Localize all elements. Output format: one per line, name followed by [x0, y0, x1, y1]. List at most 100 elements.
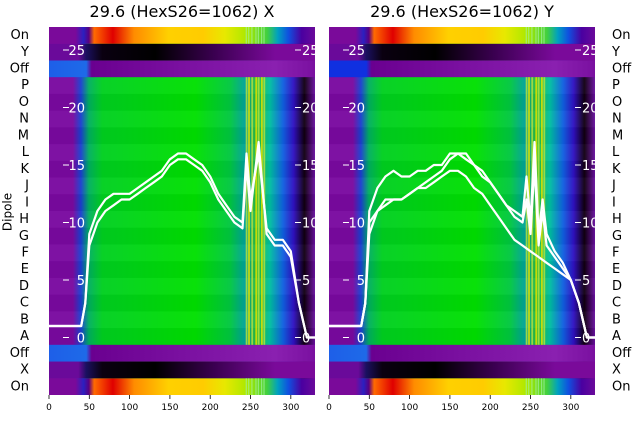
x-tick-label: 150: [161, 403, 178, 413]
heatmap-streak: [251, 77, 254, 345]
heatmap-streak: [543, 378, 545, 395]
heatmap-streak: [257, 378, 259, 395]
heatmap-row-band: [329, 344, 595, 362]
row-label: Off: [10, 61, 30, 76]
heatmap-row-band: [49, 194, 315, 211]
row-label: G: [612, 229, 622, 244]
chart-title: 29.6 (HexS26=1062) Y: [370, 2, 554, 21]
heatmap-row-band: [49, 94, 315, 111]
heatmap-streak: [245, 27, 247, 44]
overlay-ytick-label: 15: [68, 159, 85, 174]
heatmap-streak: [525, 27, 527, 44]
heatmap-row-band: [329, 295, 595, 312]
row-label: N: [612, 112, 622, 127]
x-tick-label: 50: [84, 403, 96, 413]
heatmap-row-band: [49, 378, 315, 395]
overlay-ytick-label: 5: [357, 274, 365, 289]
heatmap-panel-x: 29.6 (HexS26=1062) XOnXOffABCDEFGHIJKLMN…: [0, 2, 318, 413]
heatmap-row-band: [329, 178, 595, 195]
heatmap-streak: [525, 378, 527, 395]
heatmap-row-band: [49, 361, 315, 379]
row-label: D: [19, 279, 29, 294]
heatmap-row-band: [329, 278, 595, 295]
x-tick-label: 100: [121, 403, 138, 413]
row-label: B: [612, 312, 621, 327]
row-label: K: [612, 162, 621, 177]
row-label: E: [612, 262, 620, 277]
heatmap-streak: [260, 378, 263, 395]
heatmap-row-band: [49, 344, 315, 362]
overlay-ytick-label: 25: [68, 44, 85, 59]
heatmap-streak: [260, 77, 263, 345]
heatmap-streak: [248, 77, 250, 345]
heatmap-row-band: [329, 161, 595, 178]
row-label: A: [612, 329, 621, 344]
heatmap-row-band: [329, 43, 595, 61]
overlay-line: [49, 140, 315, 339]
overlay-ytick-label: 10: [68, 217, 85, 232]
heatmap-streak: [263, 378, 265, 395]
heatmap-streak: [245, 378, 247, 395]
heatmap-streak: [528, 27, 530, 44]
overlay-ytick-label: 20: [68, 102, 85, 117]
overlay-ytick-label: 15: [582, 159, 599, 174]
heatmap-streak: [255, 77, 258, 345]
heatmap-streak: [257, 77, 260, 345]
row-label: Off: [612, 61, 632, 76]
heatmap-row-band: [49, 161, 315, 178]
x-tick-label: 50: [364, 403, 376, 413]
row-label: Off: [10, 346, 30, 361]
overlay-ytick-label: 25: [302, 44, 319, 59]
overlay-line: [329, 152, 595, 339]
heatmap-streak: [531, 27, 533, 44]
heatmap-body: [49, 27, 315, 395]
overlay-ytick-label: 15: [302, 159, 319, 174]
heatmap-streak: [543, 27, 545, 44]
overlay-line: [49, 152, 315, 339]
row-label: J: [611, 179, 616, 194]
row-label: P: [21, 78, 29, 93]
row-label: F: [612, 245, 619, 260]
x-tick-label: 200: [202, 403, 219, 413]
heatmap-row-band: [49, 178, 315, 195]
overlay-ytick-label: 5: [582, 274, 590, 289]
heatmap-row-band: [49, 295, 315, 312]
overlay-line: [329, 169, 595, 339]
overlay-ytick-label: 0: [77, 332, 85, 347]
row-label: On: [11, 28, 29, 43]
heatmap-row-band: [49, 111, 315, 128]
heatmap-streak: [245, 77, 248, 345]
heatmap-row-band: [329, 94, 595, 111]
heatmap-row-band: [49, 127, 315, 144]
row-label: C: [612, 296, 621, 311]
overlay-ytick-label: 20: [582, 102, 599, 117]
overlay-ytick-label: 0: [302, 332, 310, 347]
heatmap-row-band: [329, 111, 595, 128]
heatmap-streak: [531, 378, 533, 395]
heatmap-row-band: [329, 361, 595, 379]
heatmap-row-band: [49, 278, 315, 295]
x-tick-label: 250: [522, 403, 539, 413]
row-label: M: [612, 128, 623, 143]
heatmap-panel-y: 29.6 (HexS26=1062) YOnXOffABCDEFGHIJKLMN…: [326, 2, 632, 413]
row-label: Y: [611, 45, 620, 60]
heatmap-row-band: [329, 127, 595, 144]
row-label: F: [22, 245, 29, 260]
heatmap-streak: [257, 27, 259, 44]
row-label: C: [20, 296, 29, 311]
row-label: On: [612, 379, 630, 394]
heatmap-streak: [535, 27, 537, 44]
heatmap-streak: [525, 77, 528, 345]
row-label: E: [21, 262, 29, 277]
overlay-ytick-label: 5: [302, 274, 310, 289]
row-label: L: [22, 145, 30, 160]
overlay-ytick-label: 5: [77, 274, 85, 289]
heatmap-row-band: [329, 77, 595, 94]
heatmap-streak: [248, 378, 250, 395]
heatmap-row-band: [49, 60, 315, 78]
heatmap-row-band: [329, 311, 595, 328]
overlay-ytick-label: 25: [582, 44, 599, 59]
row-label: J: [24, 179, 29, 194]
row-label: D: [612, 279, 622, 294]
row-label: On: [612, 28, 630, 43]
